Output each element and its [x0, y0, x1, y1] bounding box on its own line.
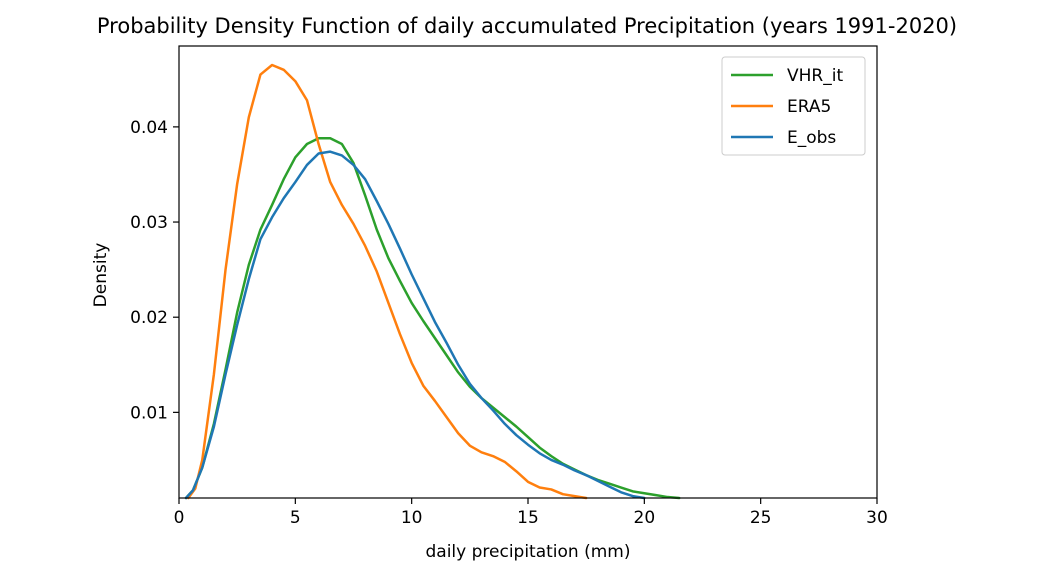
series-layer	[184, 63, 681, 500]
series-line-e-obs	[184, 150, 646, 500]
legend-box	[721, 56, 866, 156]
chart-title: Probability Density Function of daily ac…	[97, 14, 957, 38]
x-tick-label: 0	[174, 508, 185, 528]
legend-label: ERA5	[787, 97, 831, 117]
y-tick-label: 0.04	[130, 118, 168, 138]
series-line-era5	[187, 63, 588, 500]
legend-label: VHR_it	[787, 66, 843, 86]
legend-label: E_obs	[787, 128, 836, 148]
x-axis: 0 5 10 15 20 25 30	[174, 498, 888, 528]
legend: VHR_it ERA5 E_obs	[721, 56, 866, 156]
y-axis: 0.01 0.02 0.03 0.04	[130, 118, 179, 423]
x-tick-label: 25	[750, 508, 772, 528]
y-tick-label: 0.01	[130, 403, 168, 423]
x-tick-label: 15	[517, 508, 539, 528]
y-tick-label: 0.03	[130, 213, 168, 233]
x-tick-label: 5	[290, 508, 301, 528]
x-tick-label: 30	[866, 508, 888, 528]
y-axis-label: Density	[91, 243, 111, 308]
x-tick-label: 20	[634, 508, 656, 528]
y-tick-label: 0.02	[130, 308, 168, 328]
x-tick-label: 10	[401, 508, 423, 528]
x-axis-label: daily precipitation (mm)	[425, 542, 630, 562]
